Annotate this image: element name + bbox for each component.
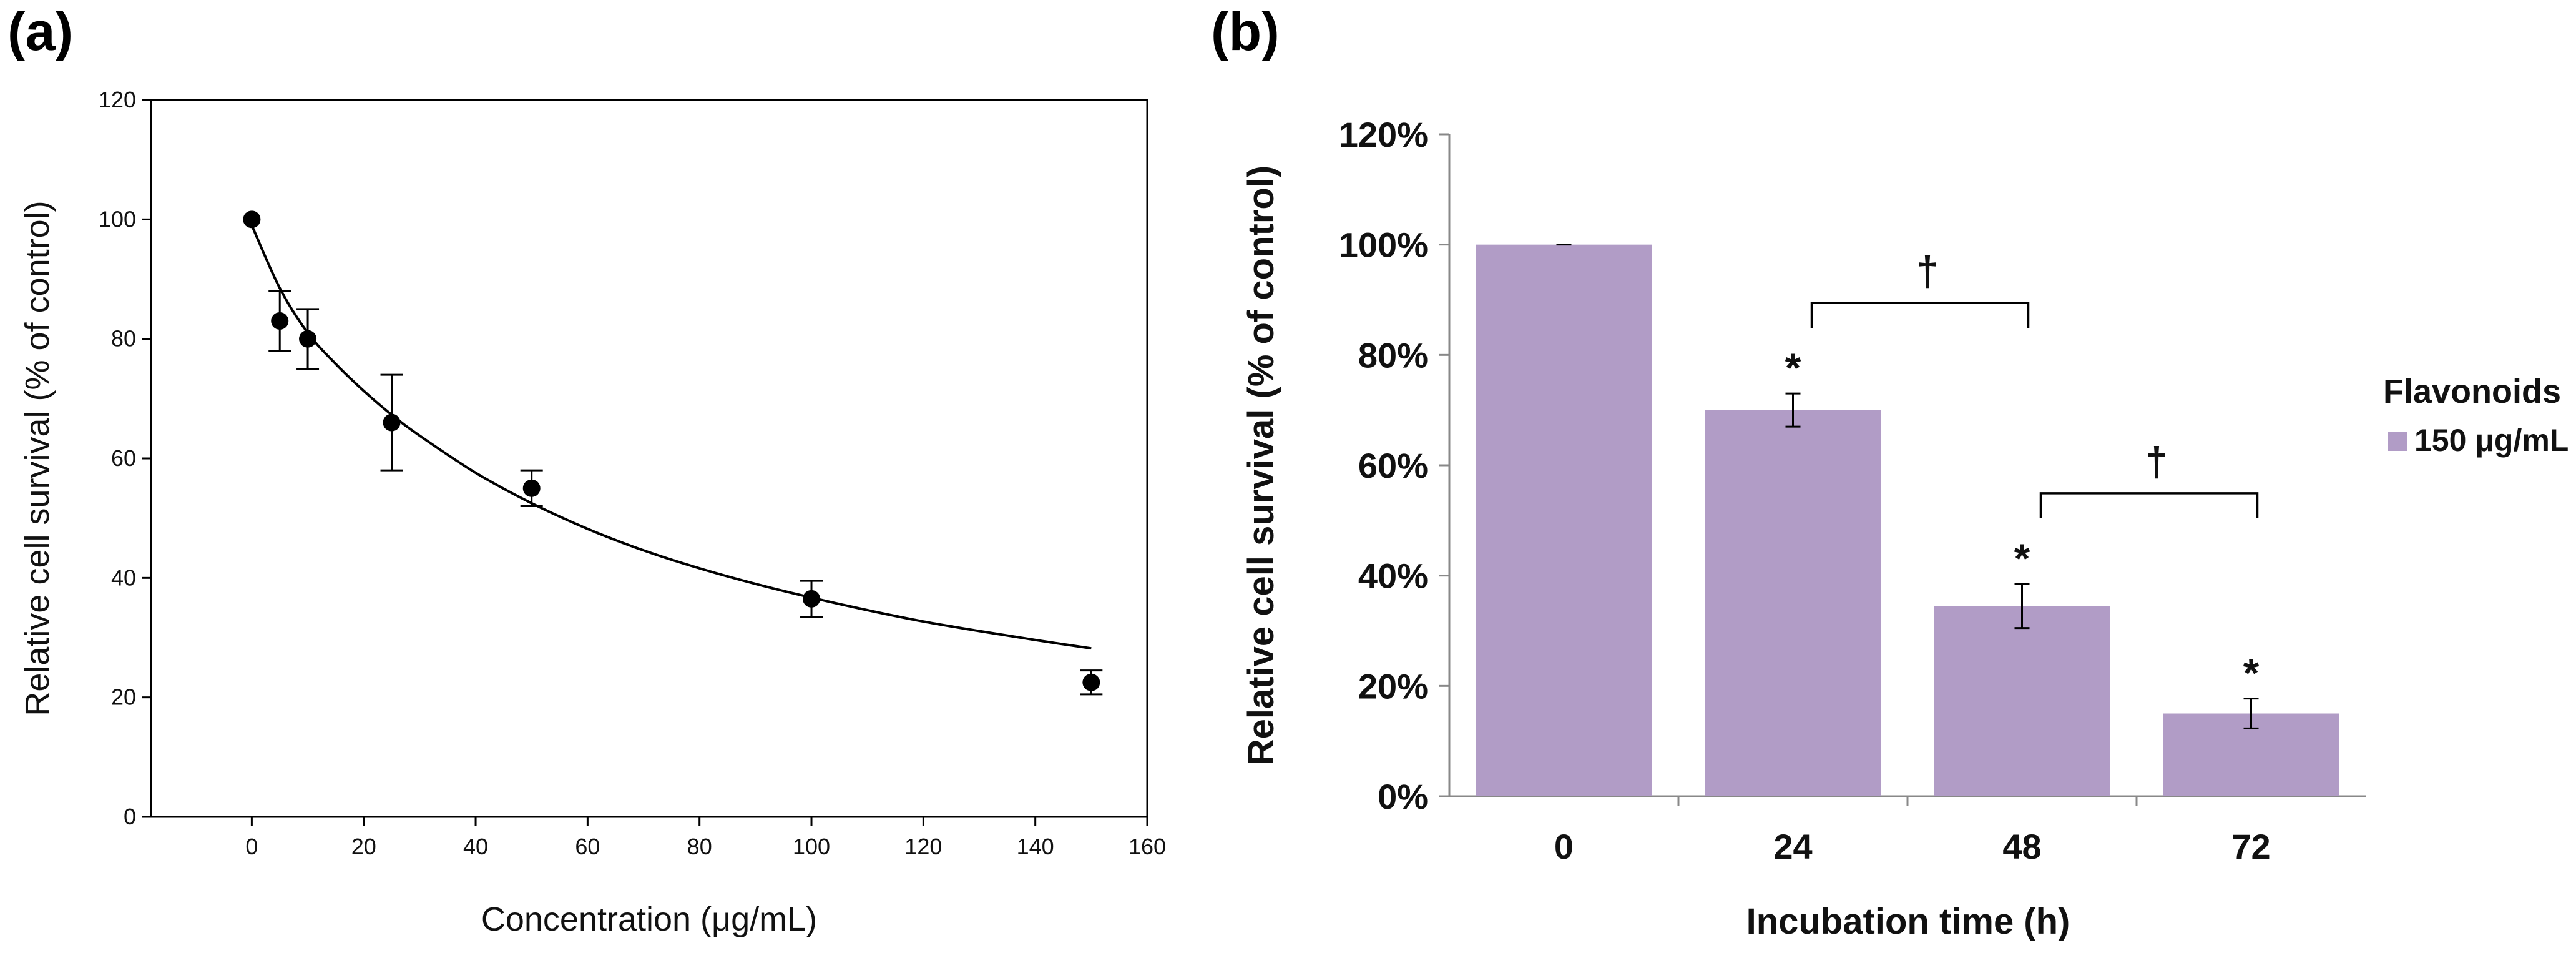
legend-title: Flavonoids (2383, 373, 2561, 410)
y-tick-label-b: 120% (1339, 115, 1428, 154)
significance-marker: * (2243, 650, 2260, 696)
panel-a-label: (a) (7, 2, 73, 62)
x-tick-label-b: 24 (1773, 827, 1812, 866)
annotations-b: * * * † † (1785, 248, 2260, 696)
y-tick-label-b: 60% (1358, 446, 1428, 485)
significance-marker: * (1785, 345, 1801, 391)
fit-curve (250, 225, 1092, 650)
x-tick-label-a: 120 (904, 834, 942, 859)
y-tick-label-a: 120 (99, 87, 136, 112)
x-tick-label-b: 72 (2231, 827, 2270, 866)
x-axis-title-a: Concentration (μg/mL) (481, 901, 817, 938)
y-tick-label-a: 0 (124, 804, 136, 829)
x-tick-label-a: 160 (1129, 834, 1166, 859)
significance-bracket (2039, 492, 2259, 518)
legend-label: 150 μg/mL (2414, 423, 2569, 458)
x-tick-label-a: 0 (245, 834, 258, 859)
x-tick-label-a: 40 (463, 834, 488, 859)
bar (1705, 410, 1881, 796)
y-tick-label-a: 80 (111, 326, 136, 352)
significance-bracket (1810, 302, 2030, 328)
y-tick-label-a: 60 (111, 445, 136, 471)
x-axis-title-b: Incubation time (h) (1746, 901, 2070, 942)
y-tick-label-b: 20% (1358, 666, 1428, 706)
legend-swatch (2388, 432, 2407, 451)
x-tick-label-b: 0 (1554, 827, 1574, 866)
y-tick-label-a: 20 (111, 684, 136, 710)
y-axis-a: 0 20 40 60 80 100 120 (99, 87, 151, 829)
x-tick-label-a: 80 (687, 834, 712, 859)
x-tick-label-a: 60 (575, 834, 600, 859)
x-axis-b: 0 24 48 72 (1554, 796, 2271, 866)
y-tick-label-b: 100% (1339, 225, 1428, 265)
data-points-a (243, 210, 1103, 696)
y-axis-title-a: Relative cell survival (% of control) (19, 200, 56, 716)
x-tick-label-a: 100 (793, 834, 830, 859)
bar (1476, 244, 1652, 797)
significance-marker: * (2014, 535, 2030, 581)
y-axis-b: 0% 20% 40% 60% 80% 100% 120% (1339, 115, 1449, 816)
y-tick-label-a: 100 (99, 206, 136, 232)
bar (1934, 606, 2110, 796)
data-point-a (243, 210, 261, 229)
chart-b: 0% 20% 40% 60% 80% 100% 120% 0 24 48 72 * * * † † Inc… (1241, 115, 2569, 942)
x-tick-label-a: 140 (1017, 834, 1054, 859)
y-tick-label-a: 40 (111, 565, 136, 590)
y-tick-label-b: 80% (1358, 335, 1428, 375)
bracket-label: † (2145, 438, 2168, 485)
bars-b (1476, 244, 2339, 797)
data-point-a (803, 590, 821, 608)
panel-b-label: (b) (1211, 2, 1280, 62)
x-tick-label-a: 20 (351, 834, 376, 859)
data-point-a (271, 312, 289, 330)
data-point-a (299, 330, 317, 348)
plot-frame-a (150, 99, 1148, 818)
x-axis-a: 0 20 40 60 80 100 120 140 160 (245, 817, 1166, 859)
data-point-a (383, 413, 401, 432)
y-tick-label-b: 40% (1358, 556, 1428, 596)
data-point-a (1082, 673, 1100, 691)
x-tick-label-b: 48 (2002, 827, 2041, 866)
chart-a: 0 20 40 60 80 100 120 0 20 40 60 80 100 120 140 160 Co… (19, 87, 1166, 938)
data-point-a (522, 479, 541, 497)
y-axis-title-b: Relative cell survival (% of control) (1241, 165, 1281, 766)
bracket-label: † (1916, 248, 1939, 294)
y-tick-label-b: 0% (1378, 777, 1428, 816)
